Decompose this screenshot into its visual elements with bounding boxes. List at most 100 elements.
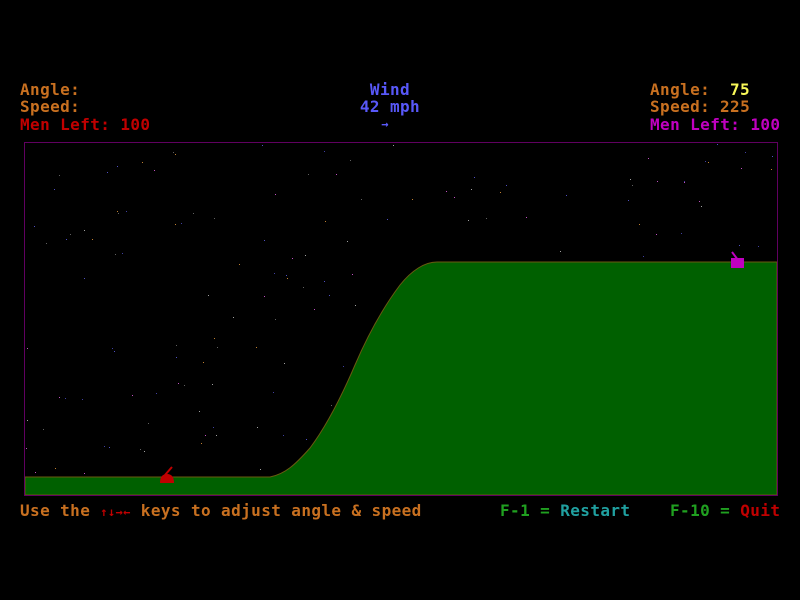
playfield-border bbox=[24, 142, 778, 496]
star bbox=[639, 224, 640, 225]
restart-button[interactable]: F-1 = Restart bbox=[500, 502, 630, 519]
star bbox=[82, 399, 83, 400]
star bbox=[347, 241, 348, 242]
star bbox=[43, 429, 44, 430]
instructions: Use the ↑↓→← keys to adjust angle & spee… bbox=[20, 502, 422, 521]
right-cannon[interactable] bbox=[731, 251, 744, 268]
star bbox=[117, 166, 118, 167]
star bbox=[292, 258, 293, 259]
right-speed-value: 225 bbox=[720, 97, 751, 116]
star bbox=[336, 174, 337, 175]
star bbox=[306, 439, 307, 440]
star bbox=[303, 287, 304, 288]
star bbox=[92, 239, 93, 240]
left-speed-label: Speed: bbox=[20, 97, 81, 116]
star bbox=[681, 233, 682, 234]
star bbox=[264, 296, 265, 297]
star bbox=[717, 144, 718, 145]
star bbox=[66, 239, 67, 240]
star bbox=[176, 357, 177, 358]
star bbox=[84, 473, 85, 474]
star bbox=[184, 385, 185, 386]
arrow-keys-icon: ↑↓→← bbox=[100, 505, 131, 519]
star bbox=[55, 468, 56, 469]
star bbox=[275, 319, 276, 320]
star bbox=[104, 446, 105, 447]
star bbox=[284, 363, 285, 364]
star bbox=[27, 420, 28, 421]
star bbox=[274, 273, 275, 274]
star bbox=[412, 199, 413, 200]
star bbox=[500, 192, 501, 193]
star bbox=[468, 220, 469, 221]
star bbox=[506, 185, 507, 186]
star bbox=[352, 274, 353, 275]
star bbox=[208, 295, 209, 296]
left-cannon[interactable] bbox=[160, 466, 174, 483]
star bbox=[329, 295, 330, 296]
star bbox=[201, 443, 202, 444]
star bbox=[657, 181, 658, 182]
star bbox=[324, 151, 325, 152]
star bbox=[54, 189, 55, 190]
star bbox=[126, 211, 127, 212]
star bbox=[114, 351, 115, 352]
star bbox=[193, 213, 194, 214]
star bbox=[59, 175, 60, 176]
star bbox=[745, 152, 746, 153]
star bbox=[203, 362, 204, 363]
star bbox=[35, 472, 36, 473]
star bbox=[212, 384, 213, 385]
right-speed-label: Speed: bbox=[650, 97, 711, 116]
star bbox=[199, 411, 200, 412]
quit-key: F-10 = bbox=[670, 501, 731, 520]
star bbox=[70, 234, 71, 235]
quit-button[interactable]: F-10 = Quit bbox=[670, 502, 780, 519]
right-men-left-label: Men Left: bbox=[650, 115, 741, 134]
instructions-prefix: Use the bbox=[20, 501, 101, 520]
star bbox=[84, 230, 85, 231]
star bbox=[176, 345, 177, 346]
left-men-left-value: 100 bbox=[120, 115, 151, 134]
star bbox=[275, 194, 276, 195]
star bbox=[144, 451, 145, 452]
star bbox=[526, 217, 527, 218]
right-angle-label: Angle: bbox=[650, 80, 711, 99]
star bbox=[708, 162, 709, 163]
star bbox=[260, 469, 261, 470]
star bbox=[257, 427, 258, 428]
star bbox=[643, 256, 644, 257]
star bbox=[471, 189, 472, 190]
star bbox=[699, 201, 700, 202]
wind-label: Wind bbox=[369, 80, 411, 99]
star bbox=[216, 435, 217, 436]
star bbox=[140, 449, 141, 450]
star bbox=[758, 246, 759, 247]
star bbox=[684, 182, 685, 183]
star bbox=[308, 174, 309, 175]
star bbox=[214, 338, 215, 339]
star bbox=[325, 221, 326, 222]
star bbox=[684, 181, 685, 182]
star bbox=[264, 240, 265, 241]
star bbox=[286, 275, 287, 276]
star bbox=[273, 392, 274, 393]
star bbox=[233, 317, 234, 318]
arrow-right-icon: → bbox=[381, 117, 389, 131]
terrain bbox=[24, 261, 778, 496]
star bbox=[107, 172, 108, 173]
star bbox=[566, 195, 567, 196]
star bbox=[65, 398, 66, 399]
star bbox=[305, 255, 306, 256]
star bbox=[771, 169, 772, 170]
left-men-left-label: Men Left: bbox=[20, 115, 111, 134]
star bbox=[656, 234, 657, 235]
star bbox=[331, 405, 332, 406]
star bbox=[741, 168, 742, 169]
right-angle-value: 75 bbox=[730, 80, 751, 99]
star bbox=[454, 197, 455, 198]
star bbox=[205, 435, 206, 436]
star bbox=[256, 347, 257, 348]
star bbox=[701, 206, 702, 207]
star bbox=[213, 427, 214, 428]
